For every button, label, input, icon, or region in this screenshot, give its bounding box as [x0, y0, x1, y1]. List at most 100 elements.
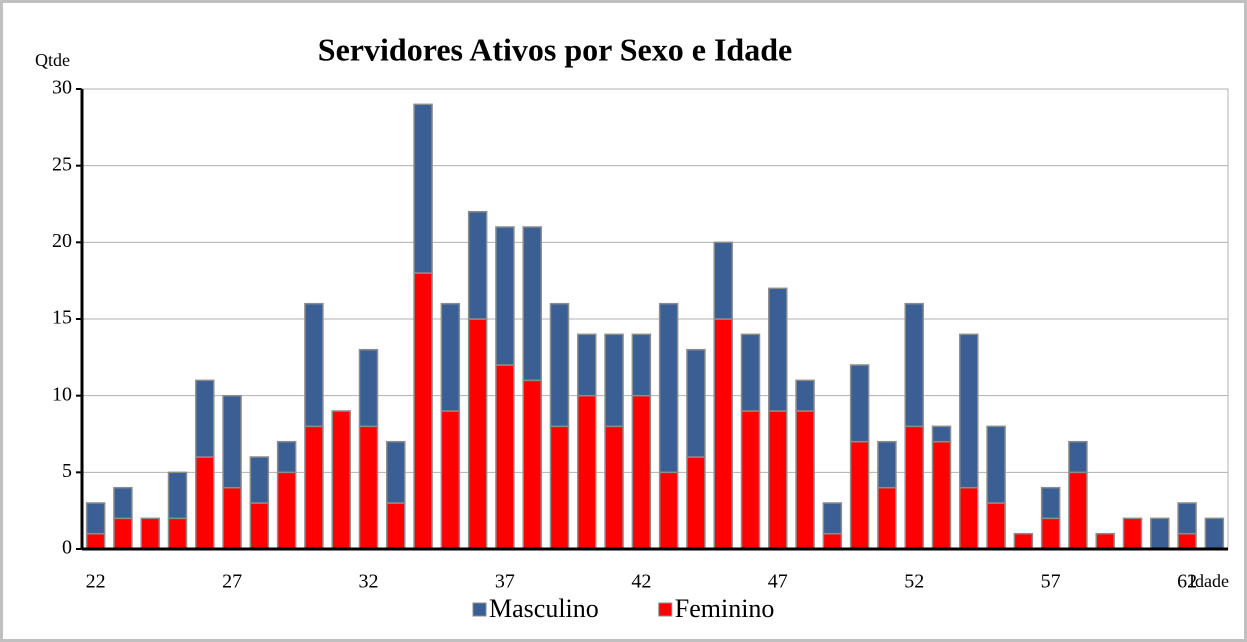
bar-segment: [522, 226, 542, 382]
bar-segment: [113, 517, 133, 550]
bar-segment: [440, 302, 461, 412]
bar-segment: [413, 103, 433, 274]
bar-segment: [713, 241, 733, 320]
x-tick-label: 62: [1177, 571, 1197, 593]
x-tick-label: 27: [222, 571, 242, 593]
bar-segment: [1068, 471, 1088, 550]
bar-segment: [195, 379, 215, 458]
x-tick-label: 37: [495, 571, 515, 593]
bar-segment: [577, 333, 597, 397]
bar-segment: [686, 348, 706, 458]
x-tick-label: 22: [86, 571, 106, 593]
bar-segment: [304, 302, 324, 428]
bar-segment: [276, 471, 297, 550]
bar-segment: [959, 486, 979, 550]
bar-segment: [413, 272, 433, 550]
bar-segment: [686, 456, 706, 550]
y-tick-label: 5: [62, 460, 72, 482]
bar-segment: [877, 440, 897, 489]
bar-segment: [822, 532, 843, 550]
bar-segment: [849, 440, 870, 550]
x-tick-label: 52: [904, 571, 924, 593]
bar-segment: [358, 425, 379, 550]
bar-segment: [495, 226, 515, 366]
bar-segment: [713, 318, 733, 550]
bar-segment: [195, 456, 215, 550]
bar-segment: [249, 456, 270, 504]
bar-segment: [904, 425, 924, 550]
bar-segment: [986, 502, 1006, 550]
bar-segment: [222, 394, 242, 489]
bar-segment: [304, 425, 324, 550]
chart-title: Servidores Ativos por Sexo e Idade: [318, 31, 792, 67]
bar-segment: [822, 502, 843, 535]
bar-segment: [795, 379, 815, 412]
y-tick-label: 25: [52, 153, 72, 175]
bar-segment: [1122, 517, 1143, 550]
bar-segment: [740, 410, 761, 550]
y-tick-label: 30: [52, 77, 72, 99]
bar-segment: [467, 210, 488, 320]
y-tick-label: 10: [52, 383, 72, 405]
y-tick-label: 15: [52, 307, 72, 329]
bar-segment: [1040, 517, 1061, 550]
bar-segment: [931, 425, 952, 443]
y-tick-label: 20: [52, 230, 72, 252]
bar-segment: [740, 333, 761, 412]
x-tick-label: 32: [359, 571, 379, 593]
y-tick-label: 0: [62, 537, 72, 559]
y-axis-label: Qtde: [35, 50, 70, 70]
bar-segment: [440, 410, 461, 550]
legend-label: Masculino: [489, 594, 599, 623]
bar-segment: [1177, 532, 1197, 550]
bar-segment: [658, 471, 679, 550]
bar-segment: [986, 425, 1006, 504]
legend-swatch: [472, 602, 487, 617]
bar-segment: [768, 287, 788, 412]
bar-segment: [331, 410, 351, 550]
bar-segment: [1177, 502, 1197, 535]
bar-segment: [167, 517, 188, 550]
bar-segment: [249, 502, 270, 550]
bar-segment: [658, 302, 679, 474]
bar-segment: [113, 486, 133, 520]
bar-segment: [768, 410, 788, 550]
bar-segment: [386, 440, 406, 504]
bar-segment: [931, 440, 952, 550]
bar-segment: [495, 364, 515, 550]
x-tick-label: 57: [1041, 571, 1061, 593]
bar-segment: [549, 425, 570, 550]
bar-segment: [904, 302, 924, 428]
bar-segment: [85, 502, 106, 535]
bar-segment: [276, 440, 297, 474]
bar-segment: [849, 364, 870, 443]
bar-segment: [959, 333, 979, 489]
bar-segment: [604, 425, 624, 550]
bar-segment: [1013, 532, 1034, 550]
bar-segment: [604, 333, 624, 428]
bar-segment: [1040, 486, 1061, 520]
bar-segment: [467, 318, 488, 550]
bar-segment: [167, 471, 188, 520]
bar-segment: [877, 486, 897, 550]
x-tick-label: 42: [631, 571, 651, 593]
x-tick-label: 47: [768, 571, 788, 593]
bar-segment: [358, 348, 379, 428]
bar-segment: [577, 394, 597, 550]
bar-segment: [549, 302, 570, 428]
bar-segment: [631, 333, 652, 397]
legend-swatch: [658, 602, 673, 617]
bar-segment: [522, 379, 542, 550]
bar-segment: [1095, 532, 1115, 550]
bar-segment: [222, 486, 242, 550]
legend-label: Feminino: [675, 594, 775, 623]
bar-segment: [386, 502, 406, 550]
bar-segment: [85, 532, 106, 550]
bar-segment: [1150, 517, 1170, 550]
bar-segment: [795, 410, 815, 550]
bar-segment: [1068, 440, 1088, 474]
bar-segment: [1204, 517, 1225, 550]
x-axis-label: Idade: [1189, 571, 1229, 591]
bar-segment: [140, 517, 160, 550]
